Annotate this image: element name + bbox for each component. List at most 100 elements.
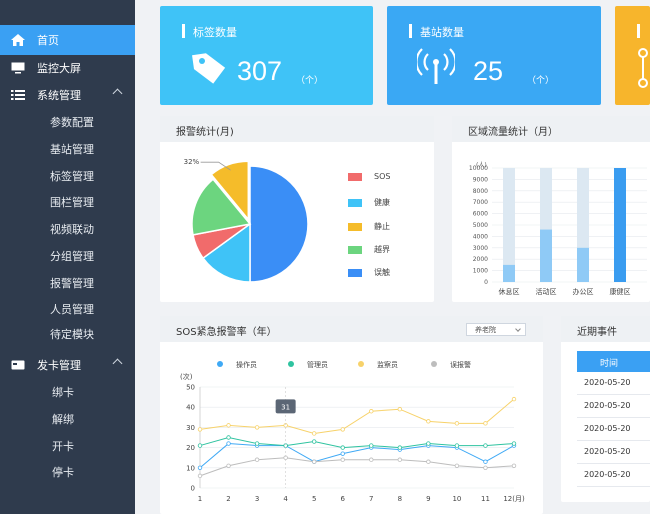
sidebar-sub-tag[interactable]: 标签管理 <box>50 170 94 183</box>
table-row[interactable]: 2020-05-20 <box>577 372 650 395</box>
sidebar-sub-group[interactable]: 分组管理 <box>50 250 94 263</box>
table-row[interactable]: 2020-05-20 <box>577 441 650 464</box>
data-point[interactable] <box>454 463 460 468</box>
table-row[interactable]: 2020-05-20 <box>577 464 650 487</box>
data-point[interactable] <box>340 451 345 456</box>
data-point[interactable] <box>340 457 345 462</box>
data-point[interactable] <box>511 441 517 446</box>
data-point[interactable] <box>340 445 345 450</box>
sidebar-sub-video[interactable]: 视频联动 <box>50 223 94 236</box>
table-row[interactable]: 2020-05-20 <box>577 418 650 441</box>
chevron-up-icon[interactable] <box>112 88 123 99</box>
sidebar-sub-bind[interactable]: 绑卡 <box>52 386 74 399</box>
y-tick-label: 0 <box>484 279 488 286</box>
list-icon <box>11 89 25 101</box>
bar[interactable] <box>540 229 552 282</box>
data-point[interactable] <box>397 445 403 450</box>
recent-events-panel: 近期事件 时间 2020-05-20 2020-05-20 2020-05-20… <box>561 316 650 502</box>
data-point[interactable] <box>311 459 317 464</box>
bar[interactable] <box>503 264 515 282</box>
data-point[interactable] <box>226 463 231 468</box>
slice-mis[interactable] <box>249 165 309 283</box>
x-tick-label: 办公区 <box>573 287 594 296</box>
y-tick-label: 10000 <box>469 165 488 172</box>
sidebar-item-monitor[interactable]: 监控大屏 <box>0 53 135 83</box>
y-axis-label: (次) <box>180 372 193 381</box>
sidebar-item-system[interactable]: 系统管理 <box>0 80 135 110</box>
x-tick-label: 11 <box>481 495 490 503</box>
data-point[interactable] <box>511 463 517 468</box>
org-select[interactable]: 养老院 <box>466 323 526 336</box>
series-line[interactable] <box>199 436 515 449</box>
data-point[interactable] <box>197 427 203 432</box>
data-point[interactable] <box>483 465 488 470</box>
x-tick-label: 9 <box>426 495 430 503</box>
bar[interactable] <box>577 247 589 282</box>
data-point[interactable] <box>254 457 260 462</box>
data-point[interactable] <box>197 465 203 470</box>
station-count-unit: （个） <box>527 76 555 86</box>
y-tick-label: 4000 <box>473 233 488 240</box>
sidebar-sub-fence[interactable]: 围栏管理 <box>50 196 94 209</box>
data-point[interactable] <box>426 441 431 446</box>
series-line[interactable] <box>199 398 515 434</box>
alarm-stat-panel: 报警统计(月) 32% SOS 健康 静止 越界 误触 <box>160 116 434 302</box>
legend-label[interactable]: 监察员 <box>377 360 398 369</box>
sidebar-sub-station[interactable]: 基站管理 <box>50 143 94 156</box>
x-tick-label: 4 <box>283 495 288 503</box>
data-point[interactable] <box>226 423 231 428</box>
sidebar-sub-open[interactable]: 开卡 <box>52 440 74 453</box>
data-point[interactable] <box>340 427 345 432</box>
sos-line-chart: 操作员 管理员 监察员 误报警 (次) 0 10 20 30 40 50 1 2 3 4 5 6 7 8 9 10 11 1… <box>180 360 525 503</box>
slice-health[interactable] <box>202 222 251 283</box>
data-point[interactable] <box>454 421 460 426</box>
data-point[interactable] <box>397 407 403 412</box>
tag-count-value: 307 <box>237 56 283 86</box>
data-point[interactable] <box>311 439 317 444</box>
data-point[interactable] <box>511 396 517 402</box>
legend-item-mis: 误触 <box>348 267 390 278</box>
data-point[interactable] <box>254 441 260 446</box>
sidebar-sub-alarm[interactable]: 报警管理 <box>50 277 94 290</box>
data-point[interactable] <box>454 443 460 448</box>
legend-label[interactable]: 误报警 <box>450 360 471 369</box>
data-point[interactable] <box>369 457 374 462</box>
series-line[interactable] <box>199 457 515 477</box>
data-point[interactable] <box>311 431 317 436</box>
data-point[interactable] <box>369 443 374 448</box>
data-point[interactable] <box>397 457 403 462</box>
sidebar-sub-person[interactable]: 人员管理 <box>50 303 94 316</box>
sidebar-sub-param[interactable]: 参数配置 <box>50 116 94 129</box>
chevron-up-icon[interactable] <box>112 358 123 369</box>
series-line[interactable] <box>199 443 515 469</box>
slice-still[interactable] <box>210 160 250 222</box>
sidebar-item-label: 监控大屏 <box>37 62 81 75</box>
bar[interactable] <box>614 168 626 282</box>
legend-label[interactable]: 操作员 <box>236 360 257 369</box>
alarm-pie-chart: 32% <box>184 158 309 283</box>
data-point[interactable] <box>226 441 231 446</box>
data-point[interactable] <box>426 419 431 424</box>
data-point[interactable] <box>483 443 488 448</box>
data-point[interactable] <box>426 459 431 464</box>
third-stat-card <box>615 6 650 105</box>
slice-cross[interactable] <box>191 178 252 236</box>
data-point[interactable] <box>226 435 231 440</box>
sidebar-sub-stop[interactable]: 停卡 <box>52 466 74 479</box>
table-row[interactable]: 2020-05-20 <box>577 395 650 418</box>
data-point[interactable] <box>197 473 203 479</box>
sidebar-sub-pending[interactable]: 待定模块 <box>50 328 94 341</box>
data-point[interactable] <box>369 409 374 414</box>
data-point[interactable] <box>483 459 488 464</box>
sidebar-sub-unbind[interactable]: 解绑 <box>52 413 74 426</box>
legend-label[interactable]: 管理员 <box>307 360 328 369</box>
sidebar: 首页 监控大屏 系统管理 参数配置 基站管理 标签管理 围栏管理 视频联动 分组… <box>0 0 135 514</box>
y-tick-label: 6000 <box>473 211 488 218</box>
data-point[interactable] <box>483 421 488 426</box>
card-title: 基站数量 <box>420 26 464 39</box>
tag-icon <box>190 49 228 88</box>
data-point[interactable] <box>197 443 203 448</box>
sidebar-item-home[interactable]: 首页 <box>0 25 135 55</box>
sidebar-item-card[interactable]: 发卡管理 <box>0 350 135 380</box>
data-point[interactable] <box>254 425 260 430</box>
